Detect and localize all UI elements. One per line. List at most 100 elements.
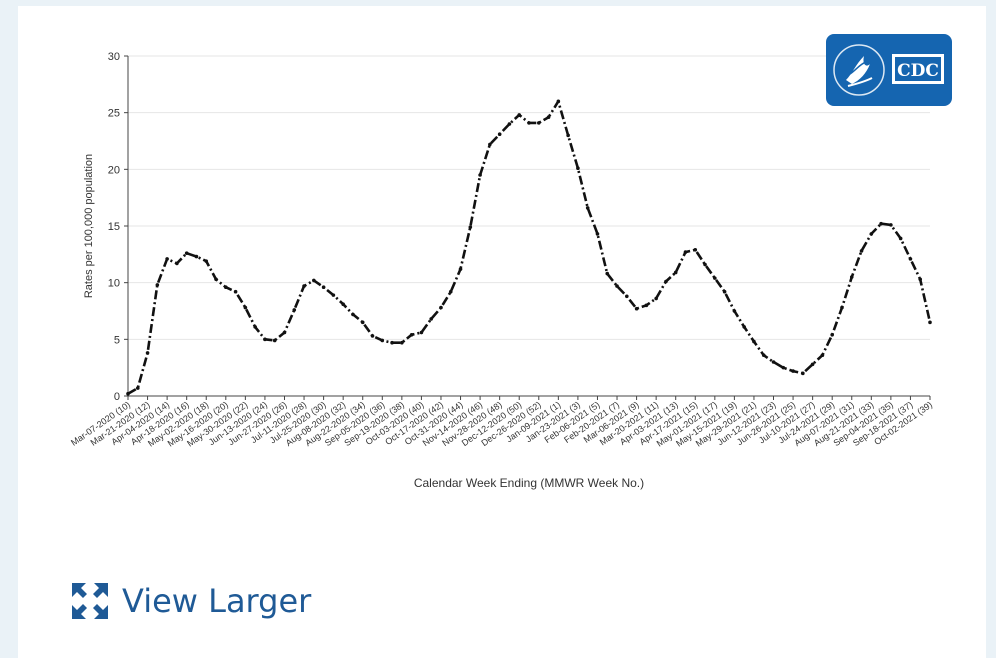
x-axis-label: Calendar Week Ending (MMWR Week No.) [414, 476, 644, 490]
data-point [263, 337, 267, 342]
y-tick-label: 5 [114, 334, 120, 346]
x-axis-ticks: Mar-07-2020 (10)Mar-21-2020 (12)Apr-04-2… [69, 396, 934, 449]
gridlines [128, 55, 930, 340]
data-point [536, 121, 541, 125]
y-axis-label: Rates per 100,000 population [83, 154, 95, 298]
data-point [507, 122, 512, 126]
data-point [312, 278, 316, 283]
data-point [879, 221, 883, 226]
expand-icon [72, 583, 108, 619]
data-point [400, 340, 404, 345]
line-chart: 0 5 10 15 20 25 30 Mar-07-2020 (10)Mar-21-2020… [69, 51, 934, 490]
data-point [409, 333, 414, 337]
data-point [761, 353, 766, 358]
data-point [849, 275, 854, 279]
data-point [830, 333, 834, 337]
data-point [859, 249, 864, 253]
data-point [253, 325, 257, 329]
y-tick-label: 15 [108, 221, 120, 233]
data-point [497, 132, 502, 136]
data-point [595, 232, 600, 236]
data-point [527, 121, 531, 125]
data-point [360, 320, 365, 325]
data-point [556, 99, 561, 104]
y-tick-label: 30 [108, 51, 120, 63]
data-point [898, 236, 903, 241]
data-point [448, 289, 453, 294]
data-point [644, 303, 649, 308]
data-point [126, 391, 130, 396]
data-point [488, 142, 492, 147]
data-point [722, 289, 727, 294]
data-point [928, 320, 932, 325]
data-point [683, 250, 688, 254]
data-point [233, 289, 238, 294]
y-tick-label: 10 [108, 278, 120, 290]
data-point [321, 285, 326, 290]
data-point [517, 113, 522, 117]
data-point [380, 338, 385, 343]
data-point [791, 369, 795, 373]
data-point [546, 115, 551, 119]
data-point [918, 277, 923, 282]
data-point [840, 305, 844, 310]
data-point [713, 276, 717, 280]
series-line [127, 100, 932, 395]
data-point [419, 330, 424, 335]
data-point [439, 305, 443, 310]
y-tick-label: 20 [108, 164, 120, 176]
y-tick-label: 25 [108, 108, 120, 120]
cdc-logo-text: CDC [897, 61, 939, 81]
data-point [184, 251, 189, 255]
data-point [155, 283, 160, 287]
data-point [634, 306, 639, 311]
data-point [664, 279, 668, 284]
data-point [869, 232, 874, 236]
data-point [370, 334, 375, 338]
data-point [390, 340, 394, 345]
view-larger-label: View Larger [122, 582, 312, 620]
y-axis-ticks: 0 5 10 15 20 25 30 [108, 51, 128, 403]
data-point [810, 362, 815, 367]
data-point [302, 284, 306, 288]
data-point [331, 293, 336, 297]
data-point [292, 308, 297, 312]
data-point [214, 277, 218, 282]
data-point [605, 271, 610, 276]
data-point [889, 223, 893, 227]
data-point [224, 285, 228, 290]
data-point [429, 317, 433, 321]
cdc-logo: CDC [826, 34, 952, 106]
data-point [341, 302, 345, 307]
data-point [478, 173, 482, 177]
data-point [673, 270, 678, 275]
data-point [771, 360, 776, 364]
view-larger-link[interactable]: View Larger [70, 579, 311, 623]
data-point [458, 267, 463, 271]
data-point [732, 309, 737, 313]
data-point [781, 365, 786, 370]
data-point [693, 248, 698, 252]
data-point [165, 257, 169, 261]
data-point [654, 296, 658, 301]
data-point [585, 206, 590, 210]
data-point [468, 225, 473, 229]
data-point [703, 262, 707, 267]
data-point [625, 294, 629, 299]
data-point [615, 284, 619, 288]
data-point [282, 330, 287, 335]
data-point [145, 351, 150, 355]
data-point [742, 325, 746, 329]
data-point [566, 133, 570, 138]
data-point [135, 386, 140, 390]
data-point [272, 338, 277, 343]
data-point [820, 353, 825, 358]
data-point [204, 259, 209, 263]
y-tick-label: 0 [114, 391, 120, 403]
data-point [351, 312, 355, 317]
figure-card: 0 5 10 15 20 25 30 Mar-07-2020 (10) Mar-21-2020… [18, 6, 986, 658]
data-point [801, 371, 805, 376]
data-points [126, 99, 932, 396]
data-point [194, 254, 199, 259]
data-point [908, 257, 913, 261]
